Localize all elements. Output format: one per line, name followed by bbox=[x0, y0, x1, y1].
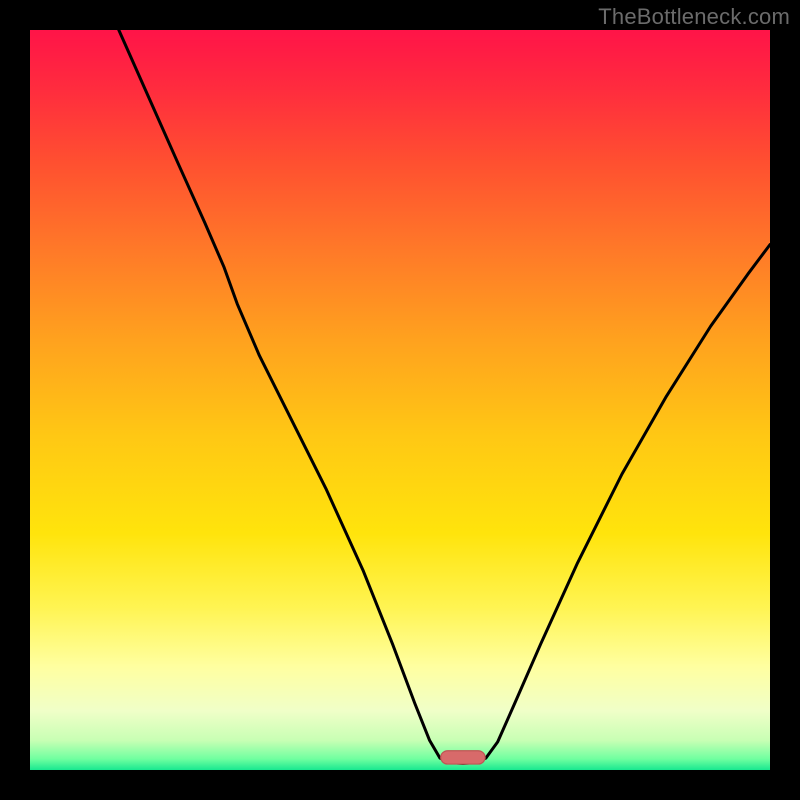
bottleneck-chart bbox=[0, 0, 800, 800]
watermark-text: TheBottleneck.com bbox=[598, 4, 790, 30]
optimal-marker bbox=[441, 751, 485, 764]
chart-plot-area bbox=[30, 30, 770, 770]
chart-container: TheBottleneck.com bbox=[0, 0, 800, 800]
